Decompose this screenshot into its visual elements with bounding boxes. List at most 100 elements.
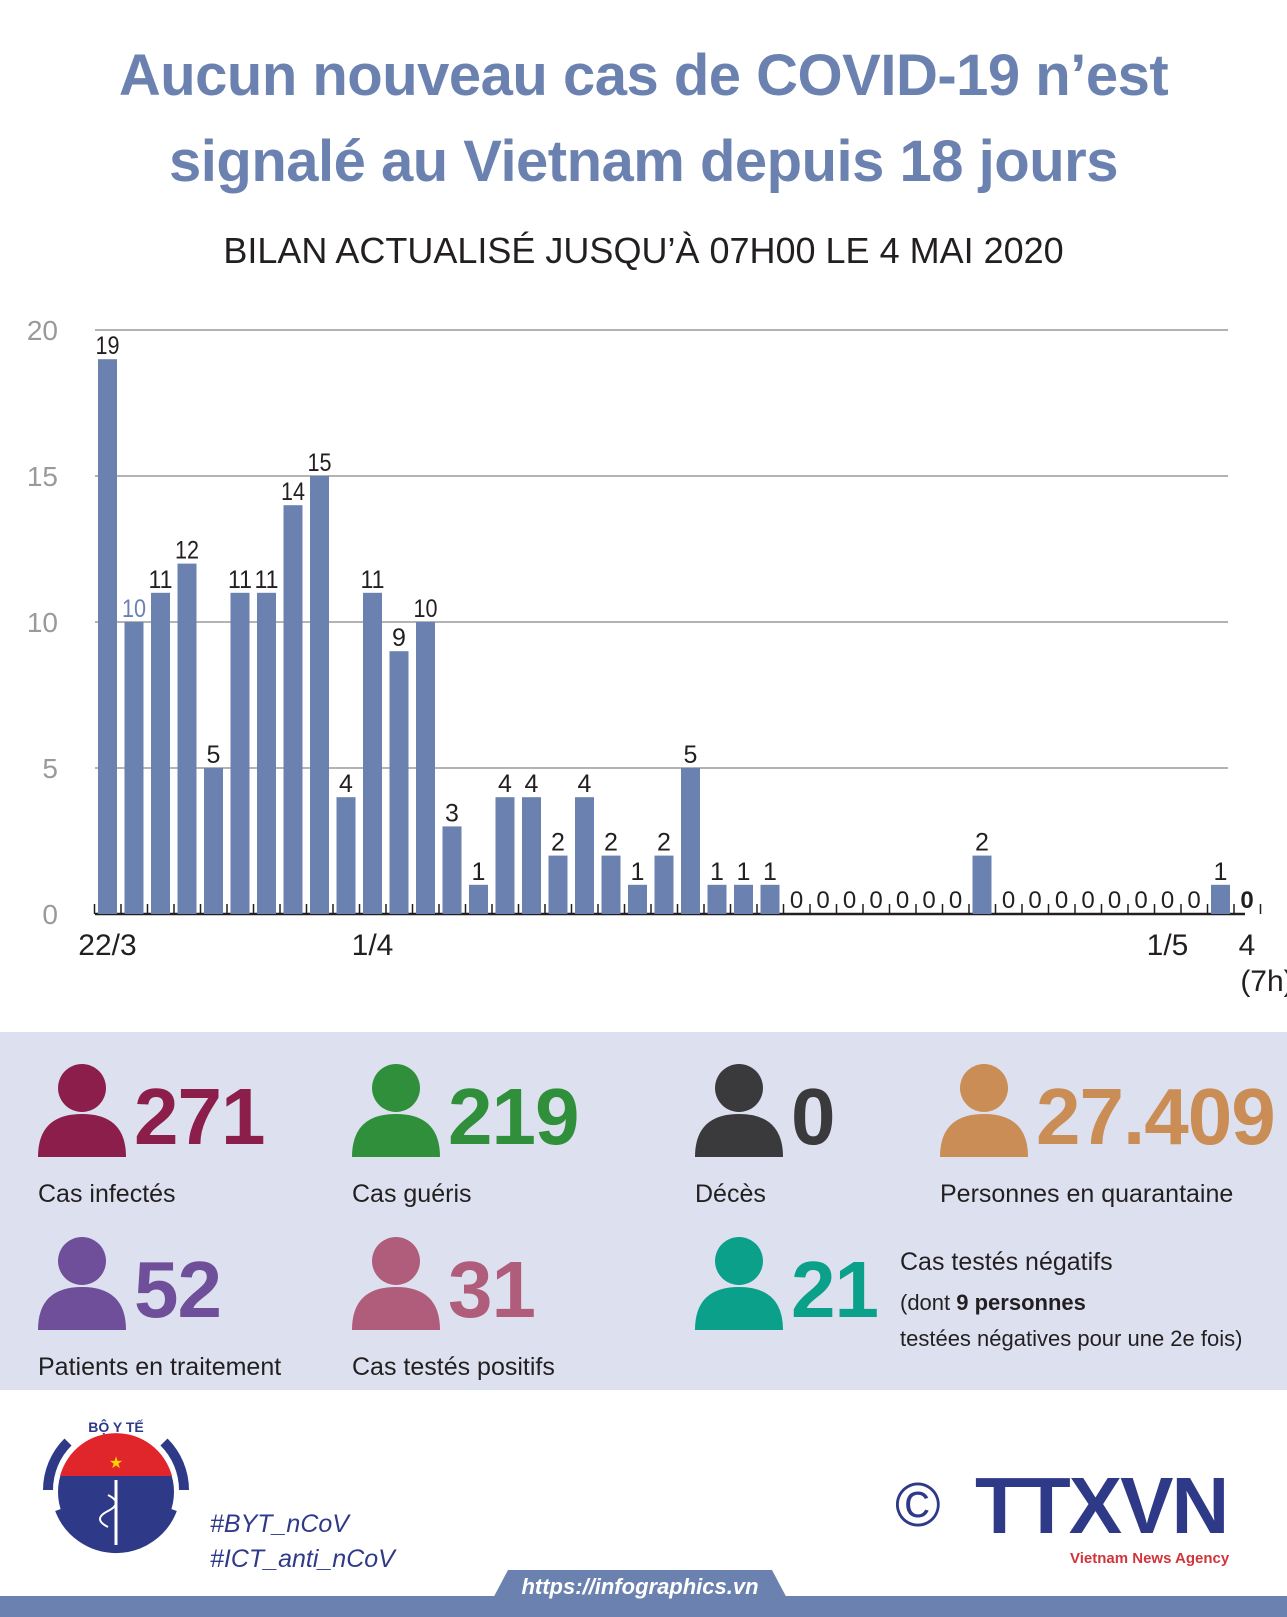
ttxvn-tagline: Vietnam News Agency <box>1070 1550 1230 1567</box>
stat-value: 0 <box>791 1072 835 1161</box>
y-tick-label: 20 <box>27 315 58 346</box>
person-icon <box>38 1064 126 1157</box>
data-label: 5 <box>207 741 221 769</box>
data-label: 1 <box>737 858 751 886</box>
y-tick-label: 10 <box>27 607 58 638</box>
data-label: 0 <box>843 887 856 914</box>
svg-text:BỘ Y TẾ: BỘ Y TẾ <box>88 1418 144 1435</box>
data-label: 19 <box>96 332 120 360</box>
data-label: 0 <box>896 887 909 914</box>
note-line2: testées négatives pour une 2e fois) <box>900 1326 1243 1351</box>
note-prefix: (dont <box>900 1290 957 1315</box>
bar <box>124 622 144 914</box>
stat-value: 31 <box>448 1245 536 1334</box>
stat-label: Cas testés négatifs <box>900 1248 1113 1276</box>
bar <box>522 797 541 914</box>
stat-value: 21 <box>791 1245 879 1334</box>
data-label: 1 <box>763 858 777 886</box>
footer-bar <box>0 1596 1287 1617</box>
bar <box>363 592 382 914</box>
note-bold: 9 personnes <box>956 1290 1086 1315</box>
stat-1: 219 <box>352 1062 579 1161</box>
data-label: 15 <box>308 449 332 477</box>
stat-0: 271 <box>38 1062 265 1157</box>
bar <box>310 476 329 914</box>
data-label: 11 <box>361 566 385 594</box>
subtitle: BILAN ACTUALISÉ JUSQU’À 07H00 LE 4 MAI 2… <box>223 230 1064 271</box>
data-label: 1 <box>472 858 486 886</box>
bar <box>734 884 753 914</box>
data-label: 4 <box>578 770 592 798</box>
x-tick-label: 4 <box>1239 929 1256 962</box>
stat-label: Décès <box>695 1180 766 1208</box>
data-label: 11 <box>149 566 173 594</box>
title-line-1: Aucun nouveau cas de COVID-19 n’est <box>118 43 1169 108</box>
stat-4: 52 <box>38 1235 222 1330</box>
data-label: 2 <box>604 829 618 857</box>
bar <box>601 855 621 914</box>
data-label: 0 <box>1081 887 1094 914</box>
person-icon <box>695 1237 783 1330</box>
person-icon <box>38 1237 126 1330</box>
ministry-of-health-logo: ★ BỘ Y TẾ <box>38 1410 198 1575</box>
svg-text:★: ★ <box>109 1455 123 1472</box>
bar <box>230 592 250 914</box>
hashtag-ict: #ICT_anti_nCoV <box>210 1545 395 1573</box>
bar <box>283 505 303 914</box>
stats-panel <box>0 1032 1287 1390</box>
data-label: 11 <box>228 566 252 594</box>
data-label: 0 <box>816 887 829 914</box>
bar <box>548 855 568 914</box>
stat-value: 219 <box>448 1072 579 1161</box>
bar <box>257 592 276 914</box>
stat-2: 0 <box>695 1062 835 1157</box>
stat-label: Patients en traitement <box>38 1353 282 1381</box>
data-label: 0 <box>1187 887 1200 914</box>
bar <box>681 768 700 914</box>
copyright-icon: © <box>895 1471 941 1540</box>
x-tick-label: (7h) <box>1240 965 1287 998</box>
data-label: 0 <box>790 887 803 914</box>
data-label: 1 <box>631 858 645 886</box>
y-tick-label: 15 <box>27 461 58 492</box>
stat-label: Cas infectés <box>38 1180 176 1208</box>
ttxvn-logo: TTXVN <box>975 1461 1229 1550</box>
stat-3: 27.409 <box>940 1062 1276 1157</box>
data-label: 4 <box>525 770 539 798</box>
data-label: 4 <box>498 770 512 798</box>
data-label: 9 <box>392 624 406 652</box>
data-label: 0 <box>869 887 882 914</box>
person-icon <box>695 1064 783 1157</box>
bar <box>177 563 197 914</box>
x-tick-label: 22/3 <box>78 929 136 962</box>
bar <box>416 622 435 914</box>
data-label: 2 <box>551 829 565 857</box>
data-label: 12 <box>175 537 199 565</box>
bar <box>654 855 674 914</box>
data-label: 0 <box>1055 887 1068 914</box>
x-tick-label: 1/5 <box>1147 929 1189 962</box>
website-link[interactable]: https://infographics.vn <box>490 1570 790 1604</box>
stat-5: 31 <box>352 1235 536 1334</box>
bar <box>495 797 515 914</box>
person-icon <box>940 1064 1028 1157</box>
y-tick-label: 0 <box>42 899 58 930</box>
data-label: 0 <box>1134 887 1147 914</box>
data-label: 0 <box>1002 887 1015 914</box>
data-label: 0 <box>1240 887 1253 914</box>
data-label: 0 <box>1161 887 1174 914</box>
data-label: 14 <box>281 478 305 506</box>
bar <box>760 884 780 914</box>
stat-6: 21 <box>695 1235 879 1334</box>
person-icon <box>352 1237 440 1330</box>
bar <box>707 884 727 914</box>
hashtag-byt: #BYT_nCoV <box>210 1510 349 1538</box>
data-label: 0 <box>922 887 935 914</box>
data-label: 0 <box>949 887 962 914</box>
person-icon <box>352 1064 440 1157</box>
data-label: 2 <box>975 829 989 857</box>
stat-label: Personnes en quarantaine <box>940 1180 1234 1208</box>
data-label: 0 <box>1028 887 1041 914</box>
bar <box>151 592 170 914</box>
